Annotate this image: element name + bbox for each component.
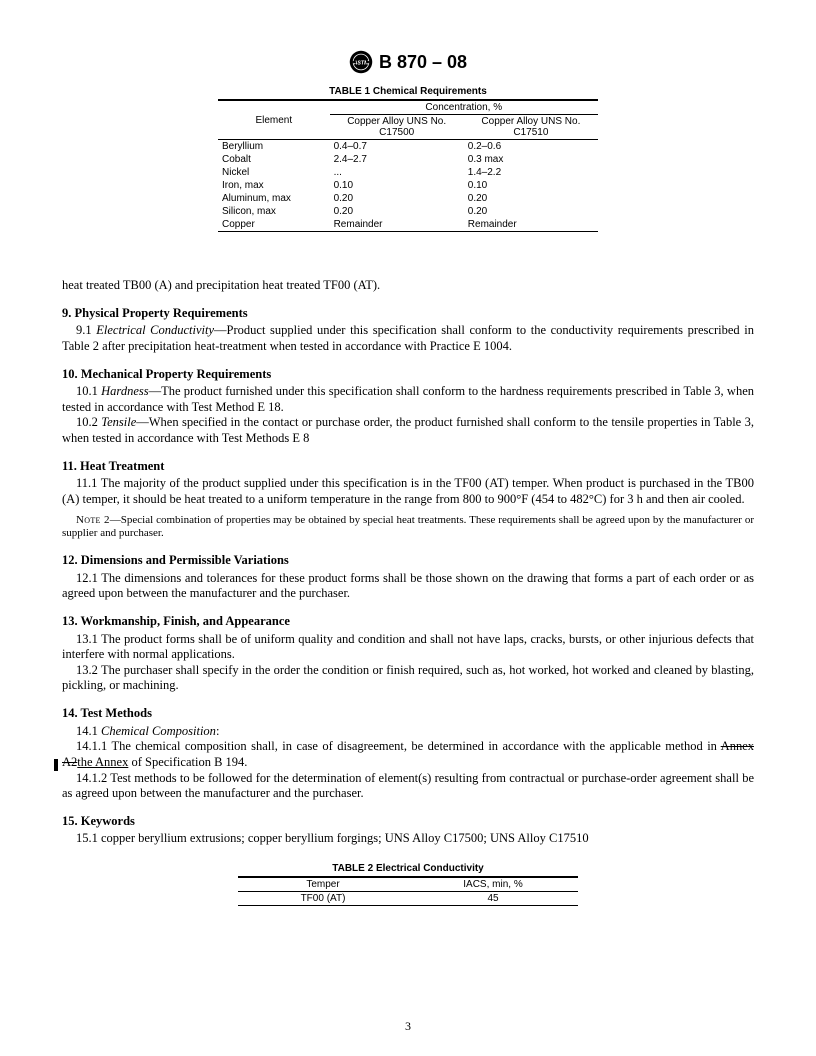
table-row: Aluminum, max (218, 192, 330, 205)
section-10-head: 10. Mechanical Property Requirements (62, 367, 754, 383)
designation: B 870 – 08 (379, 52, 467, 73)
col-c17500: Copper Alloy UNS No. C17500 (330, 115, 464, 140)
section-13-head: 13. Workmanship, Finish, and Appearance (62, 614, 754, 630)
table-1-title: TABLE 1 Chemical Requirements (218, 86, 598, 97)
clause-15-1: 15.1 copper beryllium extrusions; copper… (62, 831, 754, 847)
section-11-head: 11. Heat Treatment (62, 459, 754, 475)
clause-13-1: 13.1 The product forms shall be of unifo… (62, 632, 754, 663)
t2-row-temper: TF00 (AT) (238, 892, 408, 906)
clause-14-1: 14.1 Chemical Composition: (62, 724, 754, 740)
section-15-head: 15. Keywords (62, 814, 754, 830)
clause-14-1-2: 14.1.2 Test methods to be followed for t… (62, 771, 754, 802)
section-14-head: 14. Test Methods (62, 706, 754, 722)
change-bar-icon (54, 759, 58, 771)
clause-11-1: 11.1 The majority of the product supplie… (62, 476, 754, 507)
col-c17510: Copper Alloy UNS No. C17510 (464, 115, 598, 140)
table-row: Copper (218, 218, 330, 232)
table-2: TABLE 2 Electrical Conductivity Temper I… (238, 863, 578, 906)
table-2-title: TABLE 2 Electrical Conductivity (238, 863, 578, 874)
table-row: Cobalt (218, 153, 330, 166)
clause-10-2: 10.2 Tensile—When specified in the conta… (62, 415, 754, 446)
astm-logo-icon: ASTM (349, 50, 373, 74)
section-9-head: 9. Physical Property Requirements (62, 306, 754, 322)
t2-head-temper: Temper (238, 877, 408, 892)
table-row: Iron, max (218, 179, 330, 192)
clause-12-1: 12.1 The dimensions and tolerances for t… (62, 571, 754, 602)
col-concentration: Concentration, % (330, 100, 598, 115)
table-1: TABLE 1 Chemical Requirements Element Co… (218, 86, 598, 232)
clause-13-2: 13.2 The purchaser shall specify in the … (62, 663, 754, 694)
table-row: Beryllium (218, 140, 330, 154)
col-element: Element (218, 100, 330, 140)
lead-line: heat treated TB00 (A) and precipitation … (62, 278, 754, 294)
page-number: 3 (0, 1019, 816, 1034)
page-header: ASTM B 870 – 08 (62, 50, 754, 78)
note-2: Note 2—Special combination of properties… (62, 514, 754, 542)
t2-head-iacs: IACS, min, % (408, 877, 578, 892)
table-row: Silicon, max (218, 205, 330, 218)
clause-9-1: 9.1 Electrical Conductivity—Product supp… (62, 323, 754, 354)
clause-14-1-1: 14.1.1 The chemical composition shall, i… (62, 739, 754, 770)
section-12-head: 12. Dimensions and Permissible Variation… (62, 553, 754, 569)
clause-10-1: 10.1 Hardness—The product furnished unde… (62, 384, 754, 415)
t2-row-value: 45 (408, 892, 578, 906)
table-row: Nickel (218, 166, 330, 179)
